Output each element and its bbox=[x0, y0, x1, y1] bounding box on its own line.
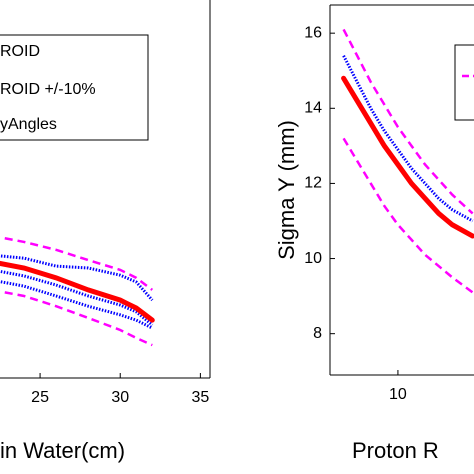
series-line bbox=[0, 290, 153, 347]
series-line bbox=[0, 236, 154, 291]
series-line bbox=[341, 75, 474, 239]
series-line bbox=[342, 137, 474, 294]
x-axis-label: Proton R bbox=[352, 438, 439, 463]
legend-entry: ROID bbox=[0, 43, 40, 60]
series-line bbox=[0, 280, 153, 330]
series-line bbox=[0, 260, 155, 323]
y-axis-label: Sigma Y (mm) bbox=[274, 120, 299, 260]
x-axis-label: in Water(cm) bbox=[0, 438, 125, 463]
legend-entry: ROID +/-10% bbox=[0, 81, 96, 98]
legend-box bbox=[454, 44, 474, 121]
left-legend: ROID ROID +/-10% yAngles bbox=[0, 34, 149, 141]
x-tick-label: 25 bbox=[31, 389, 49, 406]
x-tick-label: 35 bbox=[191, 389, 209, 406]
series-line bbox=[342, 28, 474, 215]
series-line bbox=[0, 269, 154, 327]
x-tick-label: 10 bbox=[389, 386, 407, 403]
y-tick-label: 12 bbox=[304, 175, 322, 192]
legend-entry: yAngles bbox=[0, 116, 57, 133]
legend-box bbox=[0, 34, 149, 141]
y-tick-label: 10 bbox=[304, 250, 322, 267]
right-legend bbox=[454, 44, 474, 121]
series-line bbox=[342, 55, 474, 223]
left-plot bbox=[0, 236, 155, 347]
y-tick-label: 14 bbox=[304, 100, 322, 117]
y-tick-label: 8 bbox=[313, 325, 322, 342]
x-tick-label: 30 bbox=[111, 389, 129, 406]
y-tick-label: 16 bbox=[304, 24, 322, 41]
series-line bbox=[0, 254, 154, 302]
right-plot bbox=[341, 28, 474, 294]
